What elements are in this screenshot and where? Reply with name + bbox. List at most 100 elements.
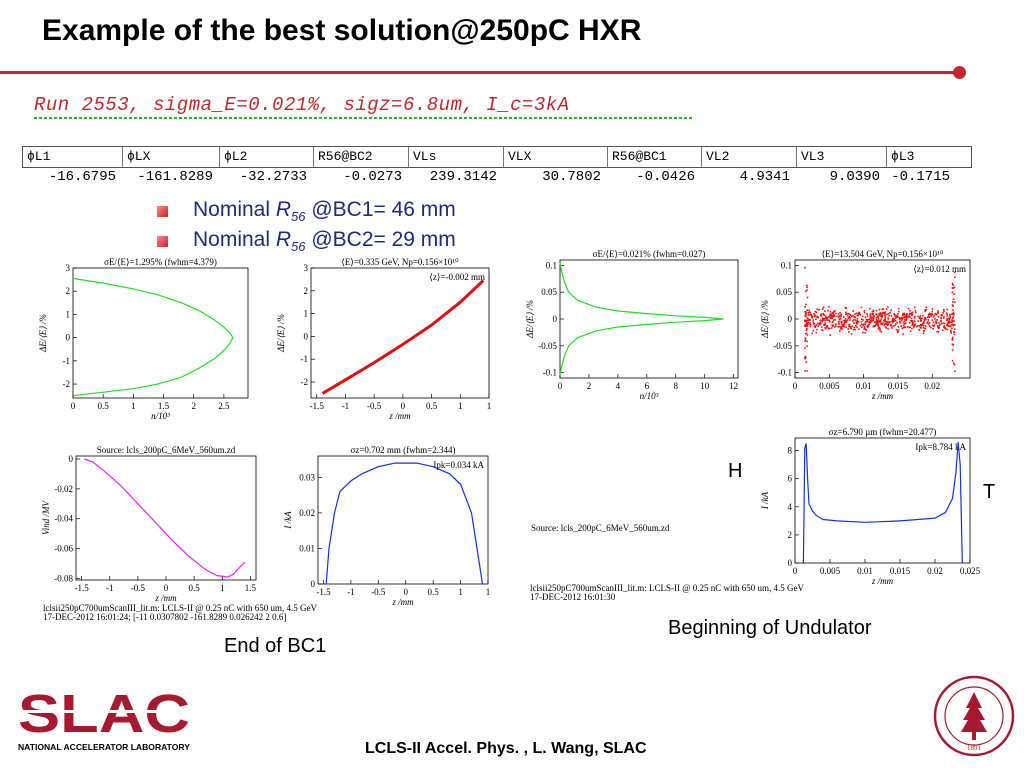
scatter-point xyxy=(879,321,881,324)
x-tick-label: 0.5 xyxy=(98,401,110,411)
x-tick-label: 0.025 xyxy=(960,566,981,576)
scatter-point xyxy=(804,357,807,360)
x-axis-label: z /mm xyxy=(388,411,411,421)
scatter-point xyxy=(854,313,856,315)
scatter-point xyxy=(845,321,848,323)
scatter-point xyxy=(837,326,840,328)
scatter-point xyxy=(950,330,952,333)
scatter-point xyxy=(883,324,886,326)
x-tick-label: 0.01 xyxy=(857,566,873,576)
scatter-point xyxy=(805,329,808,332)
scatter-point xyxy=(805,361,808,363)
x-tick-label: 0.02 xyxy=(927,566,943,576)
scatter-point xyxy=(843,325,845,328)
x-axis-label: n/10³ xyxy=(640,391,659,401)
scatter-point xyxy=(849,317,851,319)
scatter-point xyxy=(952,284,955,287)
scatter-point xyxy=(840,313,842,316)
y-tick-label: 3 xyxy=(66,263,71,273)
scatter-point xyxy=(841,328,843,330)
scatter-point xyxy=(884,312,886,315)
scatter-point xyxy=(931,313,934,316)
scatter-point xyxy=(932,316,935,319)
scatter-point xyxy=(940,317,943,320)
scatter-point xyxy=(872,309,875,312)
scatter-point xyxy=(821,319,823,321)
scatter-point xyxy=(804,340,806,342)
scatter-point xyxy=(951,319,953,321)
scatter-point xyxy=(806,324,809,327)
scatter-point xyxy=(853,322,855,324)
scatter-point xyxy=(816,308,818,311)
scatter-point xyxy=(826,318,828,320)
scatter-point xyxy=(903,318,906,321)
scatter-point xyxy=(869,315,872,318)
y-tick-label: -1 xyxy=(63,356,71,366)
slac-logo: SLAC NATIONAL ACCELERATOR LABORATORY xyxy=(18,684,198,763)
scatter-point xyxy=(841,321,843,323)
scatter-point xyxy=(905,318,908,320)
scatter-point xyxy=(827,316,830,318)
chart-title: σE/⟨E⟩=1.295% (fwhm=4.379) xyxy=(104,257,217,267)
scatter-point xyxy=(881,312,884,315)
scatter-point xyxy=(832,311,835,314)
scatter-point xyxy=(932,321,935,324)
scatter-point xyxy=(813,322,816,325)
scatter-point xyxy=(842,324,845,326)
scatter-point xyxy=(812,321,815,323)
scatter-point xyxy=(948,320,950,323)
scatter-point xyxy=(882,312,884,314)
bullet-post: @BC1= 46 mm xyxy=(305,198,456,221)
scatter-point xyxy=(911,311,914,314)
scatter-point xyxy=(804,337,807,339)
scatter-point xyxy=(895,316,898,319)
scatter-point xyxy=(862,319,864,321)
y-tick-label: 0.02 xyxy=(299,508,315,518)
scatter-point xyxy=(914,324,916,326)
y-tick-label: 4 xyxy=(788,502,793,512)
param-header: VL3 xyxy=(797,147,887,167)
scatter-point xyxy=(805,311,807,314)
param-header: VLX xyxy=(504,147,608,167)
param-value: -32.2733 xyxy=(239,169,307,185)
right-date-caption: 17-DEC-2012 16:01:30 xyxy=(530,592,616,602)
x-tick-label: 0.015 xyxy=(890,566,911,576)
scatter-point xyxy=(937,326,939,328)
scatter-point xyxy=(875,323,877,325)
title-divider xyxy=(0,71,960,74)
scatter-point xyxy=(953,271,956,274)
scatter-point xyxy=(927,316,929,318)
bullet-marker xyxy=(157,236,168,247)
scatter-point xyxy=(842,323,844,326)
scatter-point xyxy=(807,311,810,314)
scatter-point xyxy=(873,315,876,317)
y-tick-label: -2 xyxy=(301,377,309,387)
scatter-point xyxy=(825,315,827,318)
scatter-point xyxy=(808,309,810,312)
scatter-point xyxy=(868,321,871,324)
scatter-point xyxy=(927,323,930,325)
scatter-point xyxy=(824,323,827,326)
scatter-point xyxy=(819,321,821,324)
scatter-point xyxy=(862,331,864,334)
scatter-point xyxy=(914,306,916,309)
scatter-point xyxy=(807,318,810,320)
plot-frame xyxy=(317,455,489,585)
scatter-point xyxy=(832,321,834,323)
scatter-point xyxy=(854,319,857,321)
scatter-point xyxy=(820,315,822,317)
scatter-point xyxy=(931,319,934,321)
scatter-point xyxy=(922,327,925,329)
scatter-point xyxy=(815,318,817,321)
scatter-point xyxy=(903,326,906,328)
y-tick-label: -0.05 xyxy=(538,341,557,351)
scatter-point xyxy=(820,313,823,315)
scatter-point xyxy=(893,324,895,327)
x-tick-label: 0.5 xyxy=(428,587,440,597)
scatter-point xyxy=(902,316,904,319)
scatter-point xyxy=(843,316,845,318)
scatter-point xyxy=(813,313,815,315)
scatter-point xyxy=(838,321,840,323)
scatter-point xyxy=(876,320,879,323)
x-tick-label: 0 xyxy=(793,381,798,391)
